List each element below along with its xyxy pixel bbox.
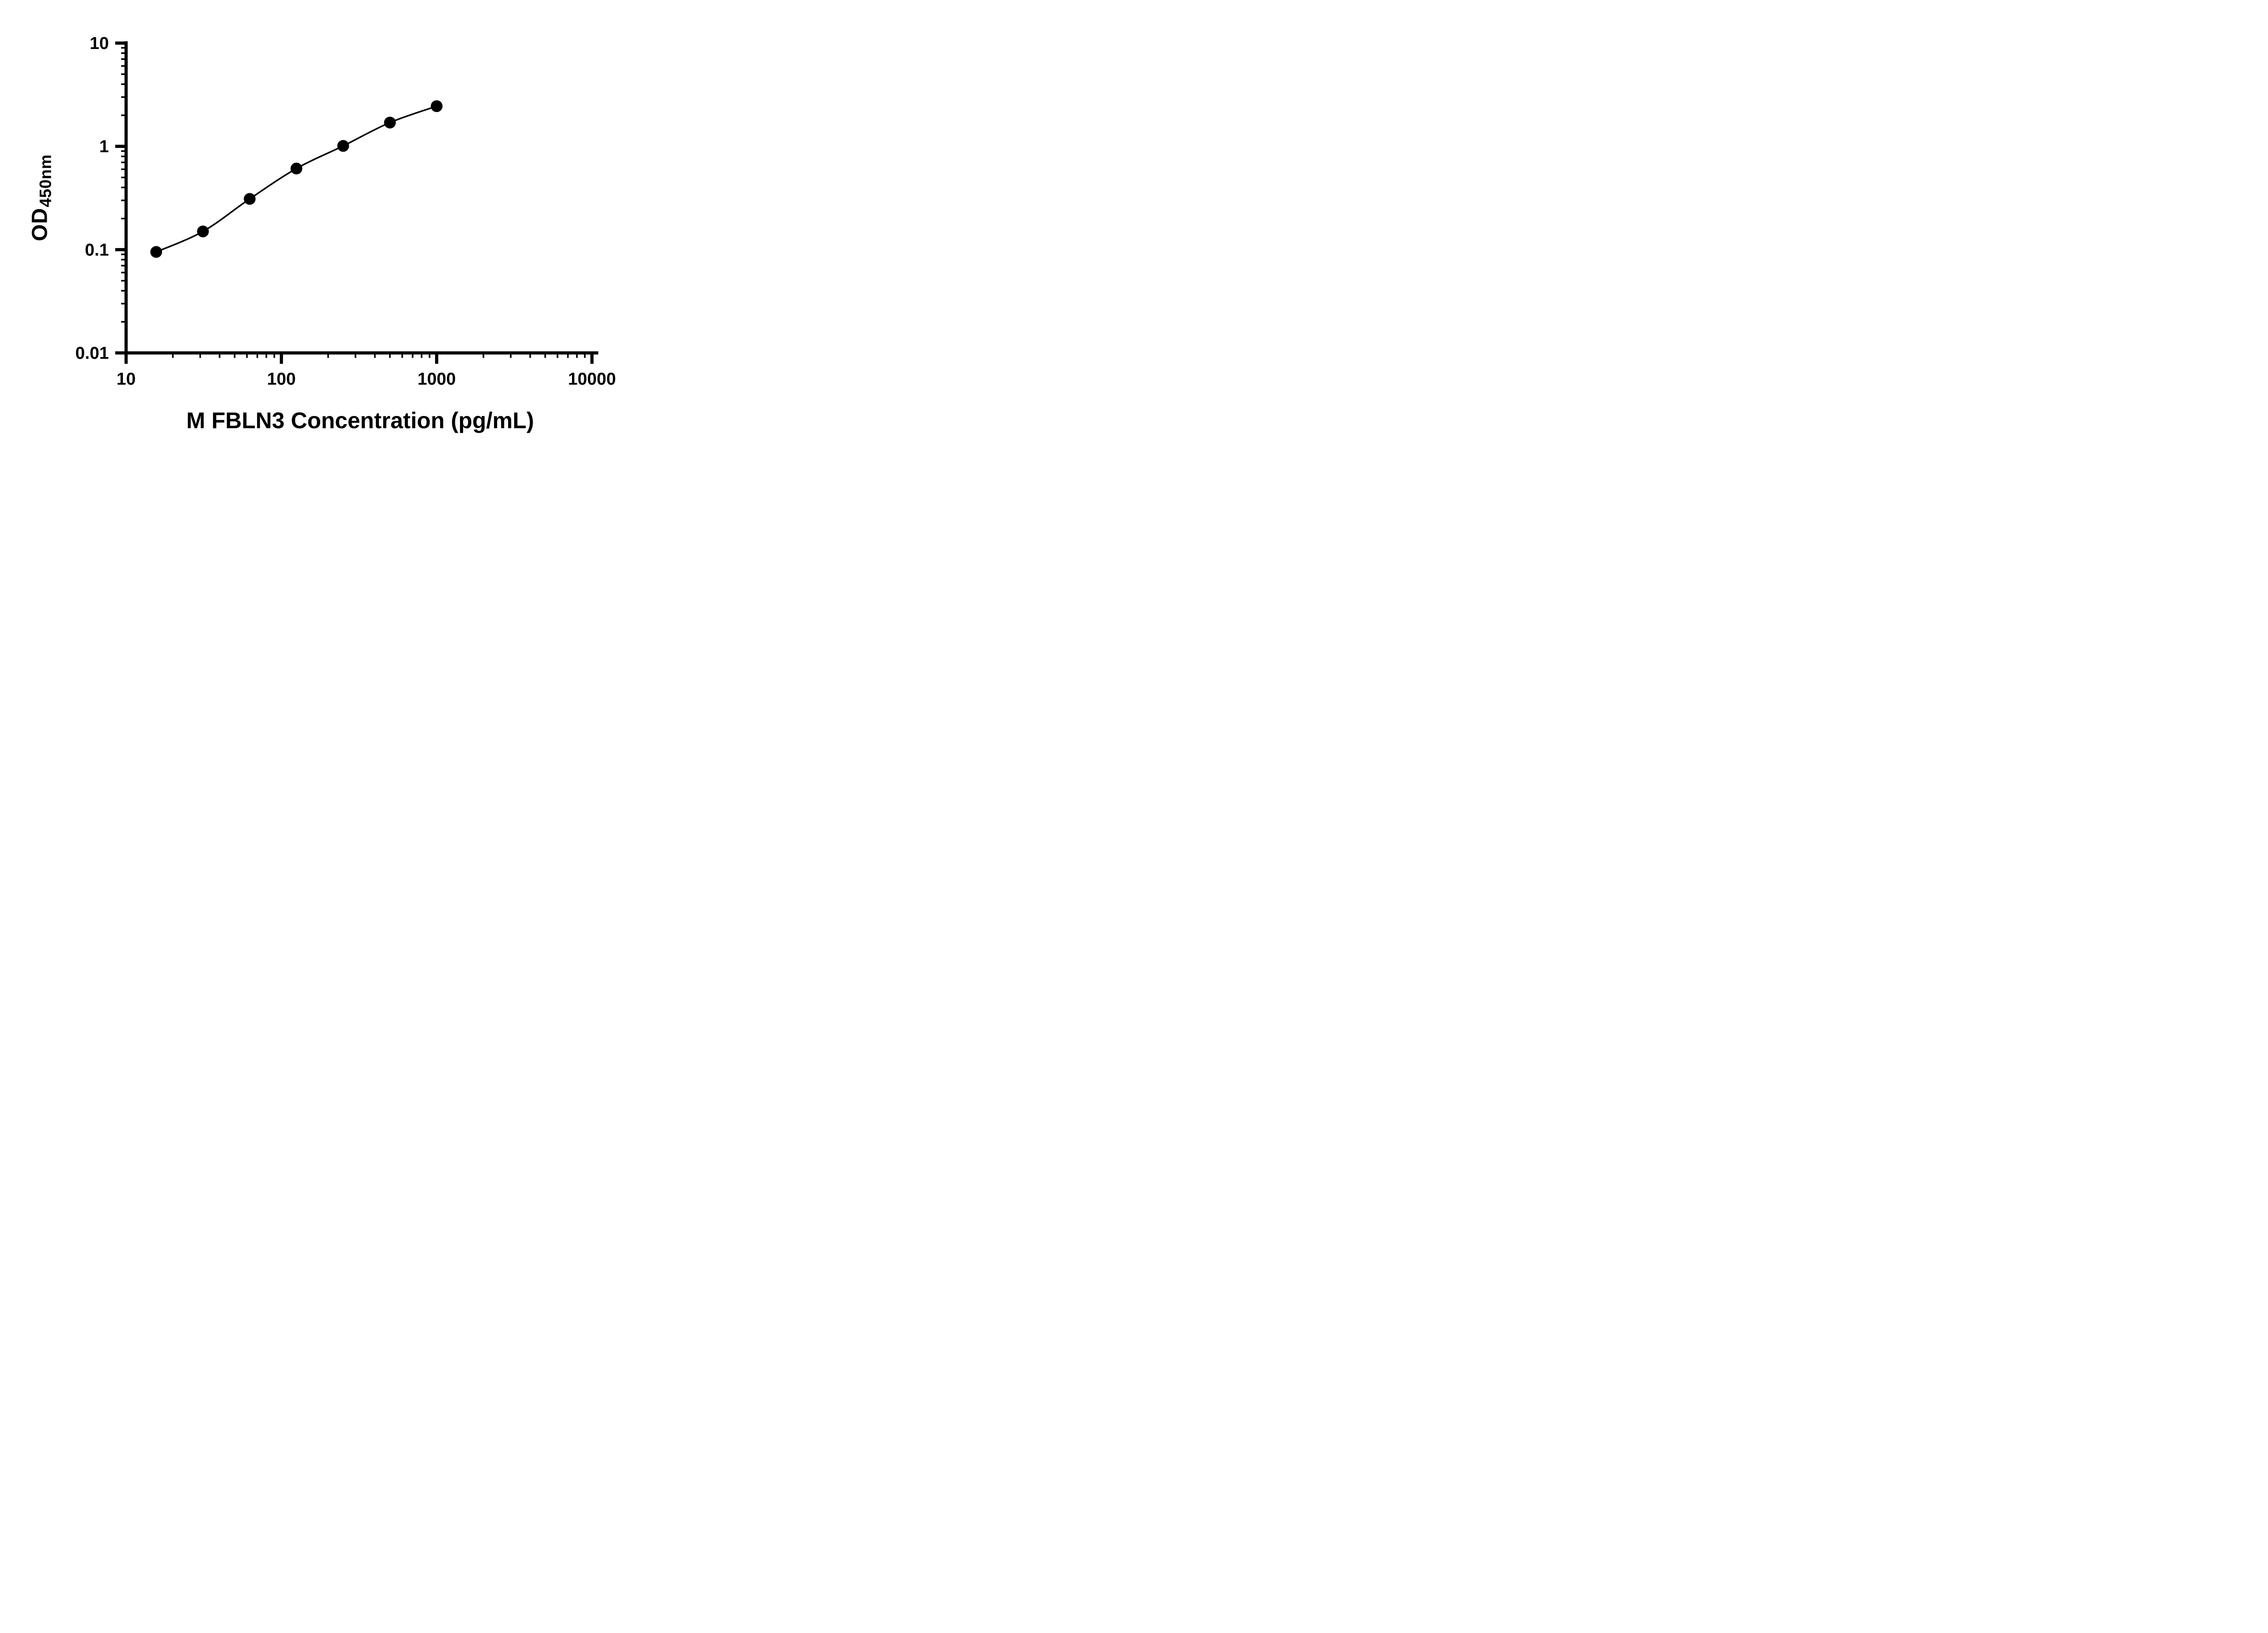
data-point-marker	[384, 117, 396, 129]
y-axis-tick-label: 0.01	[75, 344, 109, 363]
data-point-marker	[197, 225, 209, 238]
y-axis-title-subscript: 450nm	[36, 154, 55, 207]
y-axis-tick-label: 10	[90, 34, 109, 53]
x-axis-title: M FBLN3 Concentration (pg/mL)	[186, 408, 534, 433]
y-axis-tick-label: 1	[99, 137, 109, 156]
x-axis-tick-label: 100	[267, 370, 296, 389]
x-axis-tick-label: 10	[117, 370, 136, 389]
x-axis-tick-label: 1000	[417, 370, 456, 389]
axis-spine	[124, 41, 598, 355]
data-point-marker	[430, 100, 443, 112]
y-axis-tick-label: 0.1	[85, 240, 109, 259]
x-axis-tick-label: 10000	[568, 370, 616, 389]
data-point-marker	[337, 140, 349, 152]
data-point-marker	[150, 246, 162, 258]
y-axis-title: OD450nm	[28, 154, 55, 241]
data-point-marker	[290, 162, 303, 175]
y-axis-title-main: OD	[28, 207, 52, 241]
plot-area: 10 100 1000 10000 0.01 0.1 1 10	[75, 34, 616, 389]
data-point-marker	[244, 193, 256, 205]
elisa-standard-curve-figure: 10 100 1000 10000 0.01 0.1 1 10 OD450nm M FBLN3…	[0, 0, 653, 457]
